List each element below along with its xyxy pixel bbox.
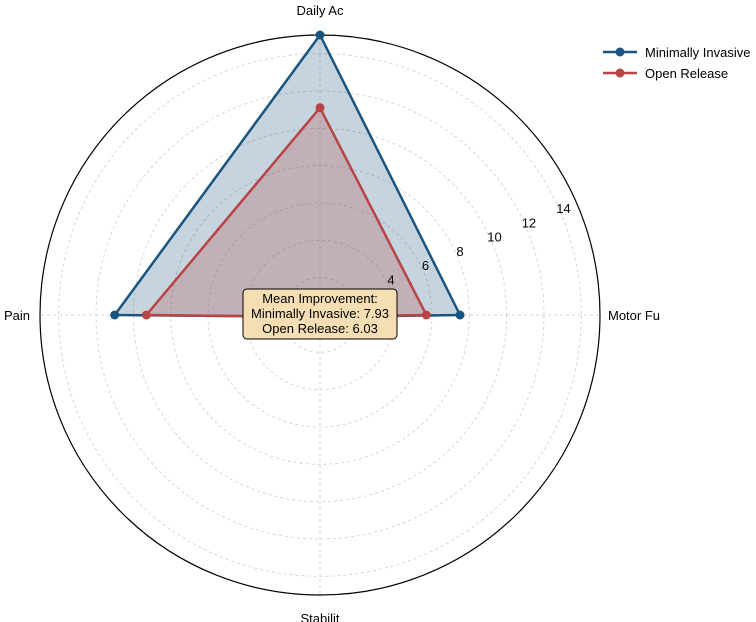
category-label-stabilit: Stabilit [300, 611, 339, 622]
category-label-pain: Pain [4, 308, 30, 323]
series-point-minimally-invasive [315, 30, 325, 40]
legend-marker-open-release [615, 68, 625, 78]
series-point-open-release [421, 310, 431, 320]
category-label-motor-fu: Motor Fu [608, 308, 660, 323]
annotation-line-1: Mean Improvement: [262, 291, 378, 306]
series-layer [110, 30, 465, 322]
annotation-line-2: Minimally Invasive: 7.93 [251, 306, 389, 321]
r-tick-label: 4 [387, 272, 394, 287]
annotation-box [242, 288, 398, 340]
r-tick-label: 6 [422, 258, 429, 273]
axis-label-layer: Motor Fu Daily Ac Pain Stabilit [4, 3, 660, 622]
series-point-open-release [141, 310, 151, 320]
category-label-daily-ac: Daily Ac [297, 3, 344, 18]
legend-marker-minimally-invasive [615, 47, 625, 57]
legend: Minimally Invasive Open Release [603, 45, 750, 81]
legend-label-minimally-invasive: Minimally Invasive [645, 45, 750, 60]
annotation-line-3: Open Release: 6.03 [262, 321, 378, 336]
r-tick-label: 10 [487, 230, 501, 245]
series-area-minimally-invasive [114, 35, 460, 317]
grid-circle [58, 53, 582, 577]
r-tick-label: 12 [522, 215, 536, 230]
r-tick-label: 8 [456, 244, 463, 259]
series-area-open-release [146, 107, 427, 317]
series-point-open-release [315, 103, 325, 113]
r-tick-label: 14 [556, 201, 570, 216]
legend-label-open-release: Open Release [645, 66, 728, 81]
series-point-minimally-invasive [110, 310, 120, 320]
mean-improvement-annotation: Mean Improvement: Minimally Invasive: 7.… [242, 288, 398, 340]
series-point-minimally-invasive [455, 310, 465, 320]
